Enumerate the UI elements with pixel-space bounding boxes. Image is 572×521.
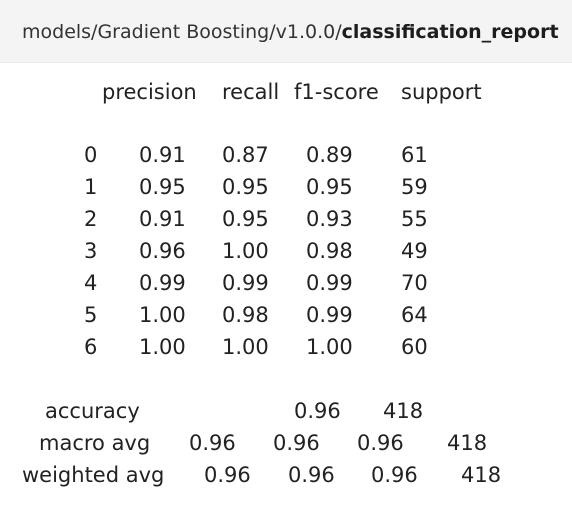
precision-value: 0.91 — [139, 207, 186, 231]
recall-value: 1.00 — [222, 335, 269, 359]
breadcrumb: models/Gradient Boosting/v1.0.0/classifi… — [22, 19, 559, 45]
header-precision: precision — [102, 80, 197, 104]
recall-value: 0.98 — [222, 303, 269, 327]
weighted-avg-support: 418 — [461, 463, 502, 487]
header-f1-score: f1-score — [294, 80, 379, 104]
recall-value: 0.99 — [222, 271, 269, 295]
weighted-avg-recall: 0.96 — [288, 463, 335, 487]
precision-value: 0.91 — [139, 143, 186, 167]
support-value: 64 — [401, 303, 428, 327]
macro-avg-f1: 0.96 — [357, 431, 404, 455]
weighted-avg-f1: 0.96 — [371, 463, 418, 487]
f1-value: 0.99 — [306, 303, 353, 327]
precision-value: 0.96 — [139, 239, 186, 263]
recall-value: 0.95 — [222, 207, 269, 231]
macro-avg-label: macro avg — [39, 431, 151, 455]
recall-value: 1.00 — [222, 239, 269, 263]
f1-value: 0.99 — [306, 271, 353, 295]
row-label: 2 — [84, 207, 98, 231]
precision-value: 0.99 — [139, 271, 186, 295]
support-value: 55 — [401, 207, 428, 231]
macro-avg-precision: 0.96 — [189, 431, 236, 455]
row-label: 6 — [84, 335, 98, 359]
macro-avg-support: 418 — [447, 431, 488, 455]
support-value: 61 — [401, 143, 428, 167]
weighted-avg-precision: 0.96 — [204, 463, 251, 487]
f1-value: 0.93 — [306, 207, 353, 231]
support-value: 60 — [401, 335, 428, 359]
row-label: 1 — [84, 175, 98, 199]
weighted-avg-label: weighted avg — [22, 463, 165, 487]
header-support: support — [401, 80, 482, 104]
accuracy-support: 418 — [383, 399, 424, 423]
accuracy-label: accuracy — [45, 399, 140, 423]
support-value: 59 — [401, 175, 428, 199]
precision-value: 0.95 — [139, 175, 186, 199]
header-recall: recall — [222, 80, 280, 104]
recall-value: 0.95 — [222, 175, 269, 199]
breadcrumb-path[interactable]: models/Gradient Boosting/v1.0.0/ — [22, 21, 342, 43]
f1-value: 1.00 — [306, 335, 353, 359]
breadcrumb-file-name: classification_report — [341, 21, 559, 43]
f1-value: 0.95 — [306, 175, 353, 199]
recall-value: 0.87 — [222, 143, 269, 167]
accuracy-value: 0.96 — [294, 399, 341, 423]
row-label: 5 — [84, 303, 98, 327]
support-value: 49 — [401, 239, 428, 263]
row-label: 3 — [84, 239, 98, 263]
precision-value: 1.00 — [139, 335, 186, 359]
row-label: 4 — [84, 271, 98, 295]
precision-value: 1.00 — [139, 303, 186, 327]
file-path-header: models/Gradient Boosting/v1.0.0/classifi… — [0, 0, 572, 63]
f1-value: 0.89 — [306, 143, 353, 167]
macro-avg-recall: 0.96 — [273, 431, 320, 455]
support-value: 70 — [401, 271, 428, 295]
f1-value: 0.98 — [306, 239, 353, 263]
row-label: 0 — [84, 143, 98, 167]
